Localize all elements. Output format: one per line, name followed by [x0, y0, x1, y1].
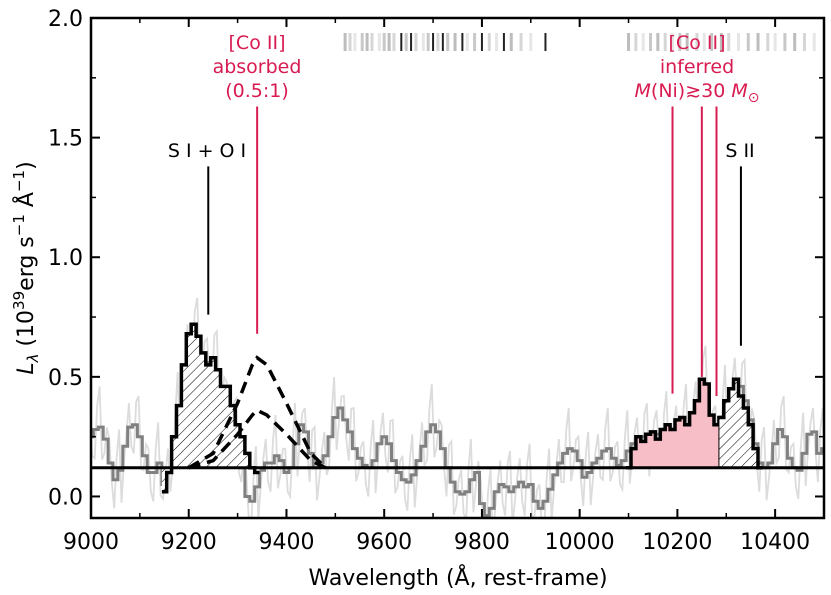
x-tick-label: 9400 [258, 530, 314, 555]
y-tick-label: 1.0 [48, 246, 83, 271]
x-axis-title: Wavelength (Å, rest-frame) [308, 564, 607, 591]
co-absorbed-model-lower [188, 408, 327, 470]
annotation-s2: S II [725, 140, 754, 162]
sio-feature-line [161, 322, 260, 494]
y-tick-label: 1.5 [48, 127, 83, 152]
telluric-ticks [343, 33, 816, 51]
y-tick-label: 2.0 [48, 7, 83, 32]
annotation-co-absorbed-line3: (0.5:1) [225, 80, 289, 102]
x-tick-label: 9800 [454, 530, 510, 555]
co-absorbed-model-upper [187, 355, 327, 470]
annotation-co-absorbed-line1: [Co II] [229, 32, 286, 54]
x-axis: 9000 9200 9400 9600 9800 10000 10200 10400 [63, 18, 825, 555]
line-markers [207, 106, 742, 396]
annotation-co-inferred-line3: M(Ni)≳30 M⊙ [635, 80, 760, 106]
plot-content [91, 297, 824, 518]
annotation-co-inferred-line2: inferred [660, 56, 734, 78]
x-tick-label: 10400 [740, 530, 810, 555]
y-axis: 0.0 0.5 1.0 1.5 2.0 [48, 7, 824, 510]
x-tick-label: 10200 [642, 530, 712, 555]
y-axis-title: Lλ (1039erg s−1 Å−1) [10, 161, 42, 374]
x-tick-label: 10000 [545, 530, 615, 555]
x-tick-label: 9600 [356, 530, 412, 555]
y-tick-label: 0.5 [48, 366, 83, 391]
co-inferred-line [626, 377, 724, 470]
annotation-co-inferred-line1: [Co II] [669, 32, 726, 54]
y-tick-label: 0.0 [48, 485, 83, 510]
annotation-s1-o1: S I + O I [168, 140, 246, 162]
s2-feature-line [718, 377, 763, 470]
plot-frame [89, 16, 826, 520]
x-tick-label: 9200 [161, 530, 217, 555]
x-tick-label: 9000 [63, 530, 119, 555]
annotation-co-absorbed-line2: absorbed [213, 56, 302, 78]
